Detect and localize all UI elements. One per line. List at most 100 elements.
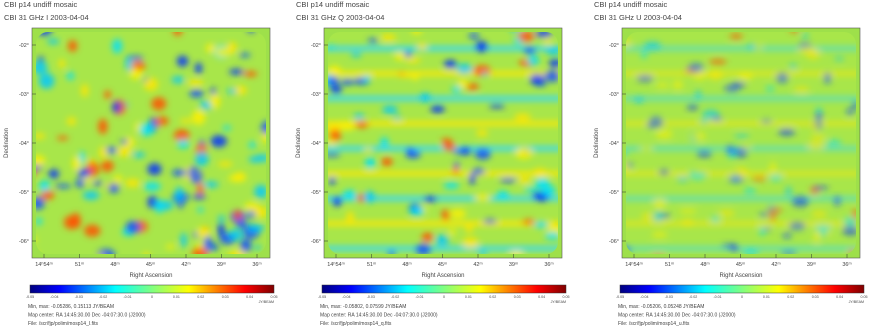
blob bbox=[509, 250, 523, 254]
map-image bbox=[626, 32, 856, 254]
blob bbox=[468, 33, 480, 39]
x-tick-label: 14ʰ54ᵐ bbox=[327, 261, 345, 268]
blob bbox=[328, 177, 336, 185]
colorbar-tick-label: 0.03 bbox=[222, 295, 229, 299]
colorbar-tick-label: 0.05 bbox=[271, 295, 278, 299]
blob bbox=[210, 135, 227, 148]
blob bbox=[823, 72, 832, 85]
blob bbox=[233, 209, 243, 221]
blob bbox=[329, 129, 341, 142]
blob bbox=[36, 217, 43, 225]
blob bbox=[741, 144, 752, 150]
blob bbox=[738, 71, 753, 81]
blob bbox=[209, 93, 221, 109]
blob bbox=[689, 131, 706, 141]
y-tick-label: -02° bbox=[311, 43, 321, 49]
blob bbox=[453, 162, 460, 168]
blob bbox=[124, 178, 141, 188]
blob bbox=[189, 89, 204, 98]
blob bbox=[104, 146, 118, 154]
x-tick-label: 36ᵐ bbox=[842, 262, 851, 268]
blob bbox=[686, 104, 699, 111]
blob bbox=[108, 183, 120, 194]
blob bbox=[187, 79, 204, 87]
blob bbox=[643, 41, 662, 51]
x-tick-label: 45ᵐ bbox=[736, 262, 745, 268]
blob bbox=[462, 237, 479, 249]
x-axis-label: Right Ascension bbox=[719, 273, 762, 279]
blob bbox=[640, 50, 648, 59]
blob bbox=[679, 208, 697, 214]
blob bbox=[448, 229, 456, 235]
blob bbox=[332, 196, 343, 207]
blob bbox=[98, 118, 108, 135]
blob bbox=[775, 72, 789, 84]
blob bbox=[695, 89, 702, 101]
stripe bbox=[626, 221, 856, 226]
blob bbox=[751, 175, 767, 182]
blob bbox=[382, 105, 398, 114]
blob bbox=[112, 101, 121, 114]
blob bbox=[483, 219, 498, 224]
blob bbox=[243, 71, 258, 77]
blob bbox=[707, 70, 724, 81]
x-tick-label: 39ᵐ bbox=[807, 262, 816, 268]
blob bbox=[350, 52, 362, 58]
x-tick-label: 39ᵐ bbox=[509, 262, 518, 268]
blob bbox=[543, 38, 553, 45]
blob bbox=[70, 212, 81, 229]
stripe bbox=[328, 246, 558, 251]
blob bbox=[58, 58, 66, 69]
blob bbox=[125, 220, 141, 234]
blob bbox=[658, 169, 670, 175]
blob bbox=[639, 146, 654, 152]
blob bbox=[648, 116, 664, 129]
blob bbox=[248, 156, 263, 163]
colorbar-tick-label: -0.02 bbox=[391, 295, 399, 299]
blob bbox=[791, 196, 810, 208]
blob bbox=[248, 141, 257, 149]
blob bbox=[651, 231, 668, 238]
footer-line: File: /scr/fjp/polim/mosp14_q.fits bbox=[320, 321, 392, 327]
blob bbox=[834, 56, 845, 61]
blob bbox=[171, 76, 185, 84]
blob bbox=[421, 232, 434, 243]
x-tick-label: 48ᵐ bbox=[110, 262, 119, 268]
blob bbox=[807, 140, 825, 151]
blob bbox=[254, 206, 266, 218]
blob bbox=[194, 62, 203, 75]
colorbar-tick-label: 0 bbox=[443, 295, 445, 299]
colorbar-tick-label: 0.01 bbox=[465, 295, 472, 299]
blob bbox=[521, 219, 536, 225]
blob bbox=[518, 32, 535, 42]
blob bbox=[655, 82, 670, 88]
blob bbox=[188, 165, 197, 181]
colorbar-tick-label: -0.01 bbox=[713, 295, 721, 299]
stripe bbox=[328, 121, 558, 126]
colorbar-tick-label: 0.01 bbox=[173, 295, 180, 299]
stripe bbox=[626, 96, 856, 101]
blob bbox=[732, 166, 749, 179]
blob bbox=[819, 230, 827, 238]
blob bbox=[387, 250, 396, 254]
blob bbox=[435, 234, 449, 246]
colorbar-tick-label: 0.04 bbox=[538, 295, 545, 299]
colorbar-tick-label: -0.05 bbox=[616, 295, 624, 299]
blob bbox=[328, 44, 335, 49]
blob bbox=[39, 180, 50, 194]
blob bbox=[354, 121, 369, 128]
blob bbox=[515, 147, 533, 159]
blob bbox=[769, 161, 777, 174]
blob bbox=[523, 186, 539, 192]
colorbar-tick-label: 0.05 bbox=[563, 295, 570, 299]
blob bbox=[496, 190, 509, 200]
blob bbox=[131, 152, 146, 158]
y-tick-label: -03° bbox=[609, 92, 619, 98]
blob bbox=[238, 53, 251, 58]
blob bbox=[769, 210, 777, 223]
blob bbox=[411, 73, 419, 81]
x-tick-label: 42ᵐ bbox=[771, 262, 780, 268]
blob bbox=[147, 163, 162, 176]
blob bbox=[788, 63, 798, 70]
colorbar-tick-label: 0.02 bbox=[489, 295, 496, 299]
